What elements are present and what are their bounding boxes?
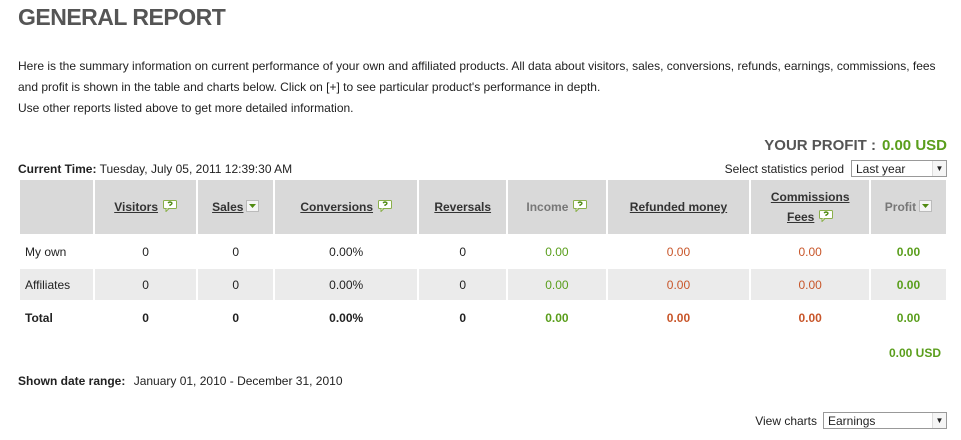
- sales-sort-link[interactable]: Sales: [212, 200, 244, 214]
- intro-line-2: Use other reports listed above to get mo…: [18, 101, 354, 115]
- reversals-cell: 0: [459, 244, 467, 259]
- view-charts-label: View charts: [755, 413, 817, 428]
- sales-cell: 0: [232, 244, 240, 259]
- row-label: Total: [25, 310, 53, 325]
- profit-cell: 0.00: [896, 244, 921, 259]
- table-header-row: Visitors Sales Conversions Reversals Inc…: [20, 180, 946, 234]
- reversals-cell: 0: [459, 310, 467, 325]
- visitors-cell: 0: [142, 244, 149, 259]
- help-bubble-icon[interactable]: [573, 200, 588, 212]
- shown-date-range-label: Shown date range:: [18, 374, 126, 388]
- conversions-sort-link[interactable]: Conversions: [300, 200, 374, 214]
- sales-cell: 0: [198, 269, 274, 300]
- header-empty: [20, 180, 93, 234]
- table-row: My own 0 0 0.00% 0 0.00 0.00 0.00 0.00: [20, 236, 946, 267]
- header-profit: Profit: [870, 180, 946, 234]
- help-bubble-icon[interactable]: [378, 200, 393, 212]
- conversions-cell: 0.00%: [329, 310, 364, 325]
- refunded-cell: 0.00: [666, 244, 691, 259]
- conversions-cell: 0.00%: [275, 269, 418, 300]
- current-time-value: Tuesday, July 05, 2011 12:39:30 AM: [99, 162, 293, 176]
- table-row-total: Total 0 0 0.00% 0 0.00 0.00 0.00 0.00: [20, 302, 946, 333]
- intro-text: Here is the summary information on curre…: [18, 56, 950, 119]
- row-label: My own: [25, 244, 67, 259]
- shown-date-range-value: January 01, 2010 - December 31, 2010: [133, 374, 343, 388]
- total-profit: 0.00 USD: [888, 346, 941, 360]
- income-label: Income: [526, 200, 569, 214]
- fees-sort-link[interactable]: Fees: [787, 210, 815, 224]
- refunded-cell: 0.00: [607, 269, 750, 300]
- shown-date-range: Shown date range: January 01, 2010 - Dec…: [18, 374, 343, 388]
- table-row: Affiliates 0 0 0.00% 0 0.00 0.00 0.00 0.…: [20, 269, 946, 300]
- visitors-cell: 0: [142, 310, 149, 325]
- help-bubble-icon[interactable]: [163, 200, 178, 212]
- statistics-period-value: Last year: [856, 161, 906, 176]
- header-sales: Sales: [198, 180, 274, 234]
- commissions-cell: 0.00: [798, 310, 822, 325]
- refunded-cell: 0.00: [666, 310, 691, 325]
- report-table: Visitors Sales Conversions Reversals Inc…: [18, 178, 948, 335]
- sort-down-icon[interactable]: [919, 200, 933, 212]
- your-profit-value: 0.00 USD: [881, 137, 947, 154]
- sort-down-icon[interactable]: [246, 200, 260, 212]
- your-profit-label: YOUR PROFIT :: [764, 137, 876, 154]
- current-time-label: Current Time:: [18, 162, 97, 176]
- view-charts-value: Earnings: [828, 413, 876, 428]
- profit-label: Profit: [884, 200, 917, 214]
- refunded-sort-link[interactable]: Refunded money: [629, 200, 728, 214]
- commissions-cell: 0.00: [798, 244, 822, 259]
- visitors-sort-link[interactable]: Visitors: [114, 200, 159, 214]
- reversals-sort-link[interactable]: Reversals: [434, 200, 492, 214]
- commissions-sort-link[interactable]: Commissions: [770, 190, 850, 204]
- header-reversals: Reversals: [419, 180, 507, 234]
- visitors-cell: 0: [94, 269, 197, 300]
- your-profit: YOUR PROFIT : 0.00 USD: [764, 137, 947, 154]
- page-title: GENERAL REPORT: [18, 4, 226, 30]
- header-commissions-fees: Commissions Fees: [751, 180, 869, 234]
- income-cell: 0.00: [545, 310, 569, 325]
- header-income: Income: [508, 180, 606, 234]
- current-time: Current Time: Tuesday, July 05, 2011 12:…: [18, 162, 292, 176]
- row-label: Affiliates: [20, 269, 93, 300]
- commissions-cell: 0.00: [751, 269, 869, 300]
- income-cell: 0.00: [508, 269, 606, 300]
- profit-cell: 0.00: [870, 269, 946, 300]
- statistics-period-label: Select statistics period: [724, 161, 844, 176]
- chevron-down-icon: ▼: [932, 161, 946, 176]
- sales-cell: 0: [232, 310, 240, 325]
- conversions-cell: 0.00%: [329, 244, 364, 259]
- header-visitors: Visitors: [94, 180, 197, 234]
- profit-cell: 0.00: [896, 310, 921, 325]
- view-charts-select[interactable]: Earnings ▼: [823, 412, 947, 429]
- chevron-down-icon: ▼: [932, 413, 946, 428]
- header-refunded: Refunded money: [607, 180, 750, 234]
- statistics-period-select[interactable]: Last year ▼: [851, 160, 947, 177]
- statistics-period: Select statistics period Last year ▼: [725, 160, 947, 177]
- intro-line-1: Here is the summary information on curre…: [18, 59, 936, 94]
- help-bubble-icon[interactable]: [819, 210, 834, 222]
- reversals-cell: 0: [419, 269, 507, 300]
- header-conversions: Conversions: [275, 180, 418, 234]
- income-cell: 0.00: [545, 244, 569, 259]
- view-charts: View charts Earnings ▼: [755, 412, 947, 429]
